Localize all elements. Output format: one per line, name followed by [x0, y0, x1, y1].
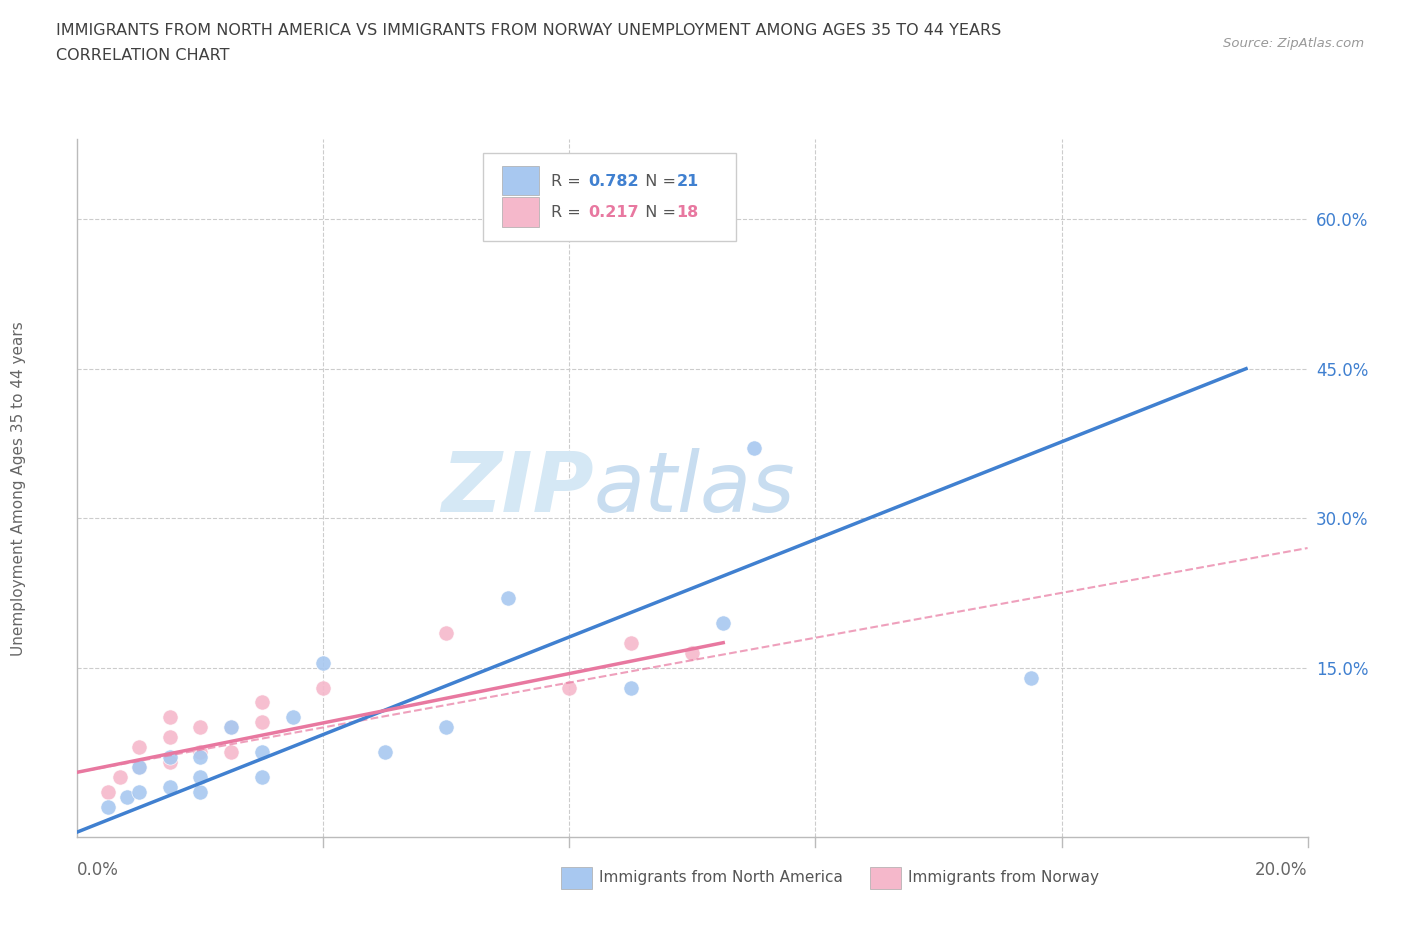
Text: ZIP: ZIP	[441, 447, 595, 529]
Point	[219, 720, 242, 735]
Point	[188, 745, 212, 760]
Point	[250, 745, 273, 760]
Text: 0.0%: 0.0%	[77, 861, 120, 880]
Point	[97, 785, 120, 800]
Point	[188, 770, 212, 785]
Point	[374, 745, 396, 760]
Point	[159, 779, 181, 794]
Text: Source: ZipAtlas.com: Source: ZipAtlas.com	[1223, 37, 1364, 50]
Point	[159, 750, 181, 764]
Text: atlas: atlas	[595, 447, 796, 529]
Text: 18: 18	[676, 206, 699, 220]
Text: 21: 21	[676, 174, 699, 189]
Point	[110, 770, 132, 785]
Point	[128, 785, 150, 800]
Point	[496, 591, 519, 605]
Text: N =: N =	[634, 174, 681, 189]
Point	[250, 770, 273, 785]
Point	[312, 680, 335, 695]
Text: R =: R =	[551, 206, 586, 220]
Point	[312, 656, 335, 671]
Point	[1019, 671, 1042, 685]
Bar	[502, 197, 538, 227]
Point	[159, 755, 181, 770]
Point	[742, 441, 765, 456]
Point	[436, 625, 458, 640]
Text: N =: N =	[634, 206, 681, 220]
Point	[250, 715, 273, 730]
Point	[159, 730, 181, 745]
Text: CORRELATION CHART: CORRELATION CHART	[56, 48, 229, 63]
Point	[219, 720, 242, 735]
Point	[128, 760, 150, 775]
Point	[188, 720, 212, 735]
Text: 0.782: 0.782	[588, 174, 638, 189]
Point	[115, 790, 138, 804]
Point	[436, 720, 458, 735]
Text: 0.217: 0.217	[588, 206, 638, 220]
Text: IMMIGRANTS FROM NORTH AMERICA VS IMMIGRANTS FROM NORWAY UNEMPLOYMENT AMONG AGES : IMMIGRANTS FROM NORTH AMERICA VS IMMIGRA…	[56, 23, 1001, 38]
Point	[128, 760, 150, 775]
Point	[281, 710, 304, 724]
Point	[97, 800, 120, 815]
Point	[159, 710, 181, 724]
Point	[219, 745, 242, 760]
Bar	[502, 166, 538, 195]
Text: R =: R =	[551, 174, 586, 189]
Point	[188, 785, 212, 800]
Point	[711, 616, 734, 631]
Text: Unemployment Among Ages 35 to 44 years: Unemployment Among Ages 35 to 44 years	[11, 321, 25, 656]
Text: Immigrants from Norway: Immigrants from Norway	[908, 870, 1099, 885]
Point	[128, 740, 150, 755]
Text: Immigrants from North America: Immigrants from North America	[599, 870, 842, 885]
Point	[558, 680, 581, 695]
FancyBboxPatch shape	[484, 153, 735, 241]
Point	[250, 695, 273, 710]
Point	[620, 680, 643, 695]
Point	[682, 645, 704, 660]
Text: 20.0%: 20.0%	[1256, 861, 1308, 880]
Point	[620, 635, 643, 650]
Point	[188, 750, 212, 764]
